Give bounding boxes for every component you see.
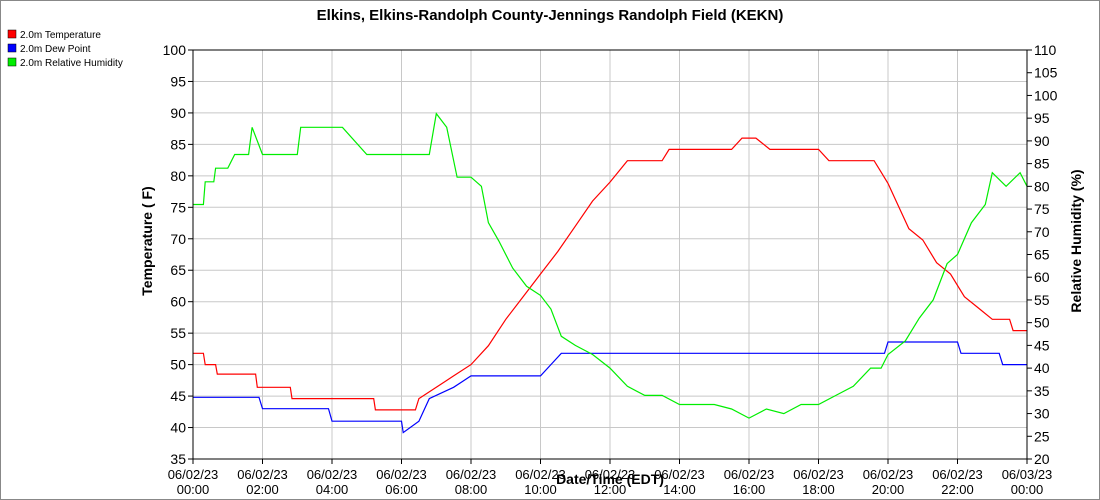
y-left-tick-label: 35 (170, 451, 186, 467)
y-axis-right-label: Relative Humidity (%) (1068, 169, 1084, 312)
legend-swatch (7, 43, 17, 53)
x-tick-date: 06/02/23 (585, 467, 636, 482)
y-right-tick-label: 105 (1034, 65, 1058, 81)
x-tick-date: 06/02/23 (793, 467, 844, 482)
y-left-tick-label: 50 (170, 357, 186, 373)
y-right-tick-label: 80 (1034, 178, 1050, 194)
x-tick-date: 06/02/23 (307, 467, 358, 482)
x-axis-label: Date/Time (EDT) (556, 471, 664, 487)
x-tick-time: 12:00 (594, 482, 627, 497)
y-right-tick-label: 30 (1034, 406, 1050, 422)
y-right-tick-label: 110 (1034, 42, 1057, 58)
x-tick-time: 14:00 (663, 482, 696, 497)
x-axis: 06/02/2300:0006/02/2302:0006/02/2304:000… (168, 459, 1053, 497)
y-right-tick-label: 85 (1034, 156, 1050, 172)
x-tick-date: 06/02/23 (863, 467, 914, 482)
x-tick-time: 22:00 (941, 482, 974, 497)
y-left-tick-label: 65 (170, 262, 186, 278)
y-axis-left-label: Temperature ( F) (139, 186, 155, 295)
x-tick-time: 18:00 (802, 482, 835, 497)
y-right-tick-label: 40 (1034, 360, 1050, 376)
y-right-tick-label: 35 (1034, 383, 1050, 399)
series-line-2-0m-relative-humidity (193, 112, 1028, 419)
x-tick-date: 06/02/23 (446, 467, 497, 482)
legend-swatch (7, 57, 17, 67)
series-layer (193, 112, 1028, 434)
x-tick-date: 06/03/23 (1002, 467, 1053, 482)
x-tick-date: 06/02/23 (724, 467, 775, 482)
x-tick-time: 20:00 (872, 482, 905, 497)
y-right-tick-label: 90 (1034, 133, 1050, 149)
y-right-tick-label: 45 (1034, 337, 1050, 353)
y-right-tick-label: 70 (1034, 224, 1050, 240)
y-left-tick-label: 80 (170, 168, 186, 184)
y-left-tick-label: 45 (170, 388, 186, 404)
y-left-tick-label: 75 (170, 199, 186, 215)
x-tick-time: 16:00 (733, 482, 766, 497)
y-right-tick-label: 60 (1034, 269, 1050, 285)
y-left-tick-label: 85 (170, 136, 186, 152)
chart-title: Elkins, Elkins-Randolph County-Jennings … (317, 7, 784, 24)
y-left-tick-label: 100 (163, 42, 187, 58)
legend: 2.0m Temperature 2.0m Dew Point 2.0m Relat… (7, 29, 123, 69)
x-tick-date: 06/02/23 (654, 467, 705, 482)
y-right-tick-label: 65 (1034, 247, 1050, 263)
y-left-tick-label: 40 (170, 420, 186, 436)
legend-label: 2.0m Relative Humidity (20, 58, 123, 69)
y-right-tick-label: 75 (1034, 201, 1050, 217)
x-tick-date: 06/02/23 (376, 467, 427, 482)
x-tick-date: 06/02/23 (515, 467, 566, 482)
y-left-tick-label: 95 (170, 73, 186, 89)
series-line-2-0m-temperature (193, 137, 1027, 411)
x-tick-time: 08:00 (455, 482, 488, 497)
y-left-tick-label: 55 (170, 325, 186, 341)
x-tick-date: 06/02/23 (168, 467, 219, 482)
legend-swatch (7, 29, 17, 39)
y-right-axis: 20 25 30 35 40 45 50 55 60 65 70 75 80 85 90 95 100 105 11… (1027, 42, 1058, 467)
y-right-tick-label: 20 (1034, 451, 1050, 467)
x-tick-date: 06/02/23 (237, 467, 288, 482)
x-tick-date: 06/02/23 (932, 467, 983, 482)
series-line-2-0m-dew-point (193, 341, 1027, 434)
y-right-tick-label: 95 (1034, 110, 1050, 126)
y-right-tick-label: 50 (1034, 315, 1050, 331)
y-left-tick-label: 90 (170, 105, 186, 121)
y-left-axis: 35 40 45 50 55 60 65 70 75 80 85 90 95 100 (163, 42, 193, 467)
x-tick-time: 02:00 (246, 482, 279, 497)
x-tick-time: 00:00 (177, 482, 210, 497)
y-right-tick-label: 55 (1034, 292, 1050, 308)
x-tick-time: 10:00 (524, 482, 557, 497)
x-tick-time: 04:00 (316, 482, 349, 497)
y-left-tick-label: 60 (170, 294, 186, 310)
x-tick-time: 00:00 (1011, 482, 1044, 497)
legend-label: 2.0m Dew Point (20, 44, 91, 55)
legend-label: 2.0m Temperature (20, 30, 101, 41)
x-tick-time: 06:00 (385, 482, 418, 497)
y-right-tick-label: 100 (1034, 87, 1058, 103)
y-right-tick-label: 25 (1034, 428, 1050, 444)
y-left-tick-label: 70 (170, 231, 186, 247)
